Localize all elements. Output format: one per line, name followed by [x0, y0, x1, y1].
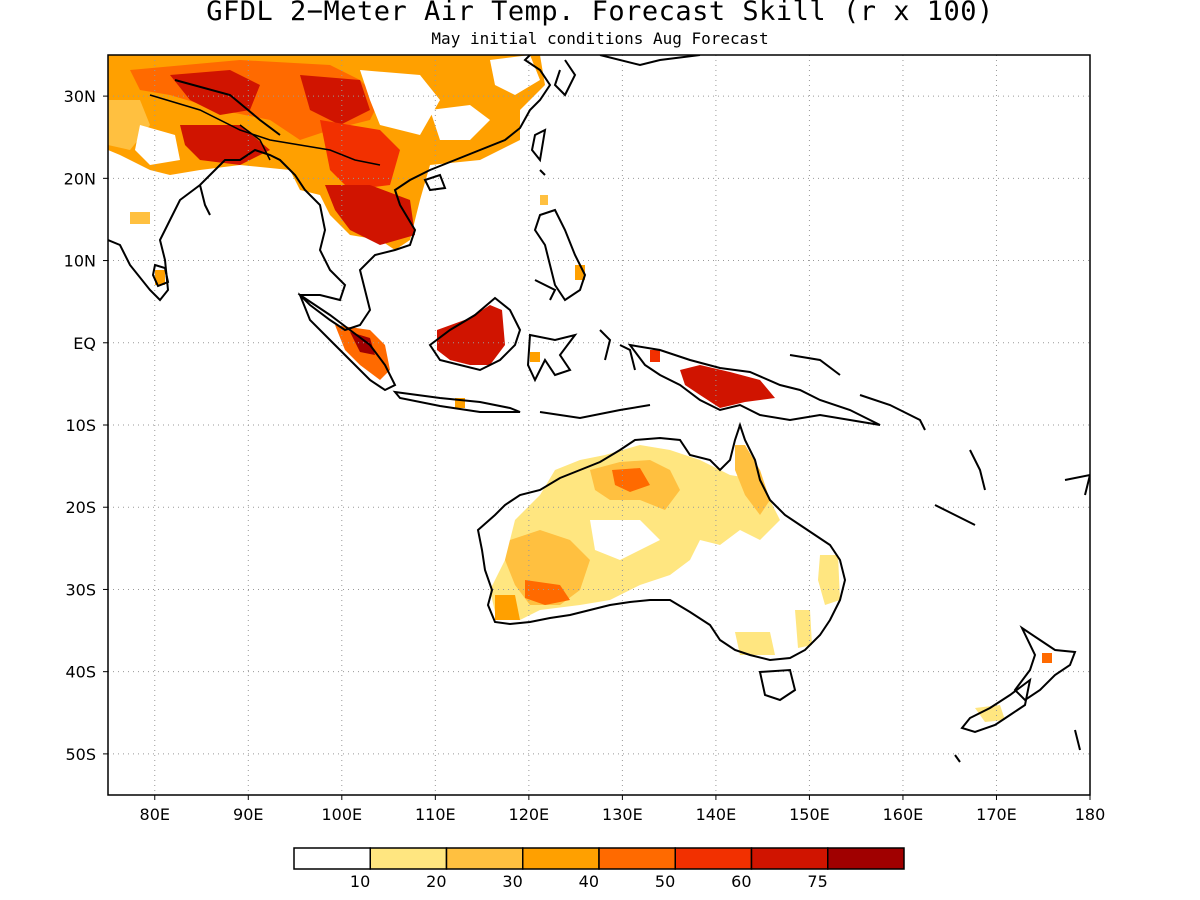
colorbar-swatch — [827, 847, 905, 870]
colorbar-label: 50 — [655, 872, 675, 891]
colorbar-swatch — [674, 847, 753, 870]
lon-tick-label: 170E — [976, 805, 1017, 824]
colorbar-label: 30 — [502, 872, 522, 891]
lon-tick-label: 90E — [233, 805, 263, 824]
lon-tick-label: 180 — [1075, 805, 1106, 824]
colorbar-label: 40 — [579, 872, 599, 891]
colorbar: 10 20 30 40 50 60 75 — [293, 847, 905, 891]
map-title: GFDL 2−Meter Air Temp. Forecast Skill (r… — [206, 0, 994, 27]
lat-lon-grid — [108, 55, 1090, 795]
lat-tick-label: EQ — [73, 334, 96, 353]
colorbar-swatch — [598, 847, 676, 870]
lon-tick-label: 110E — [415, 805, 456, 824]
colorbar-label: 10 — [350, 872, 370, 891]
coastlines — [108, 55, 1090, 763]
lat-tick-label: 40S — [65, 663, 96, 682]
colorbar-label: 60 — [731, 872, 751, 891]
lat-tick-label: 10N — [64, 252, 96, 271]
colorbar-swatch — [445, 847, 524, 870]
lon-tick-label: 150E — [789, 805, 830, 824]
lat-tick-label: 10S — [65, 416, 96, 435]
lon-tick-label: 80E — [140, 805, 170, 824]
lat-tick-label: 30S — [65, 580, 96, 599]
colorbar-swatch — [369, 847, 448, 870]
colorbar-swatch — [522, 847, 600, 870]
lat-tick-label: 20N — [64, 169, 96, 188]
lon-tick-label: 120E — [509, 805, 550, 824]
lon-tick-label: 130E — [602, 805, 643, 824]
skill-shading — [108, 55, 1052, 722]
lat-tick-label: 20S — [65, 498, 96, 517]
colorbar-label: 20 — [426, 872, 446, 891]
lon-tick-label: 140E — [696, 805, 737, 824]
colorbar-swatch — [750, 847, 829, 870]
colorbar-swatch — [293, 847, 371, 870]
map-subtitle: May initial conditions Aug Forecast — [431, 29, 769, 48]
lat-tick-label: 50S — [65, 745, 96, 764]
lon-tick-label: 160E — [883, 805, 924, 824]
lon-tick-label: 100E — [321, 805, 362, 824]
lat-tick-label: 30N — [64, 87, 96, 106]
colorbar-label: 75 — [807, 872, 827, 891]
